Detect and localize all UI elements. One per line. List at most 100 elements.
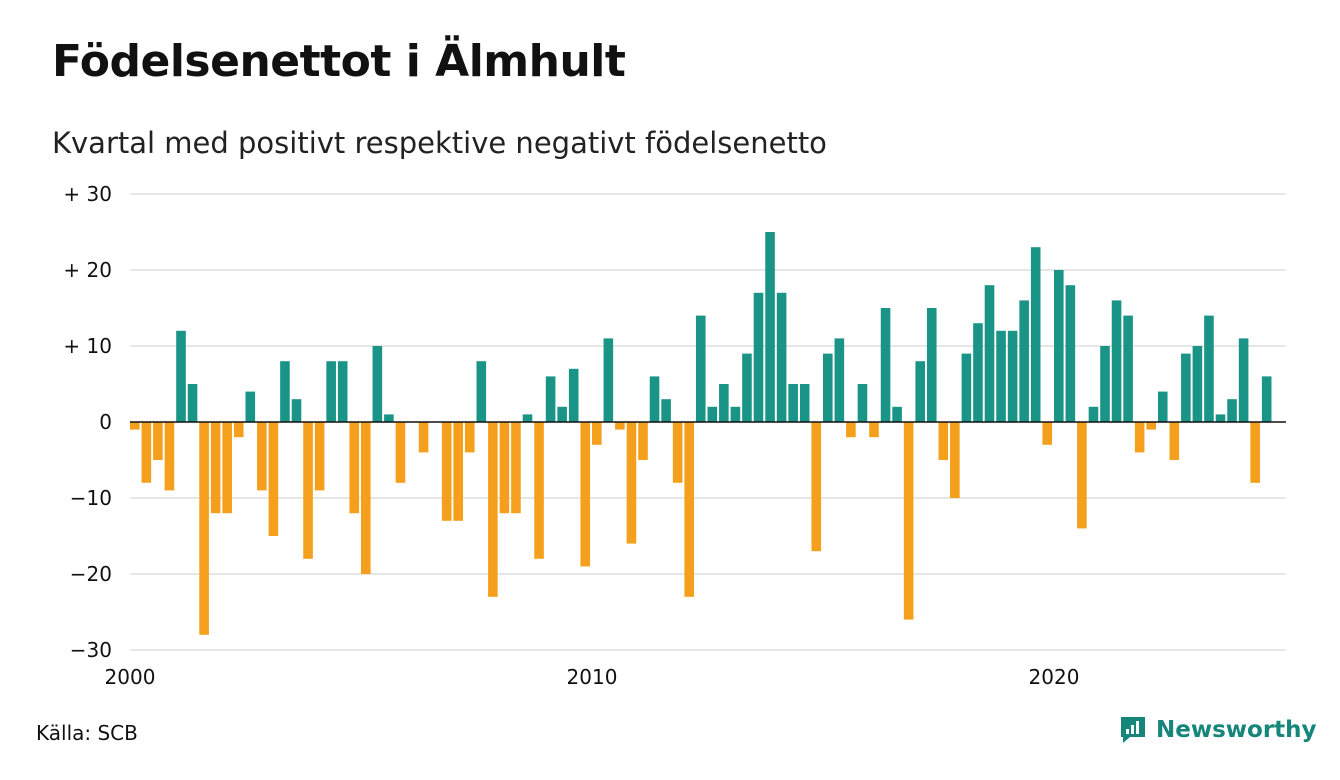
bar	[1007, 330, 1018, 422]
bar	[672, 422, 683, 483]
bar	[395, 422, 406, 483]
y-axis-labels: + 30 + 20 + 10 0 −10 −20 −30	[63, 182, 112, 662]
bar	[1169, 422, 1180, 460]
bar	[1065, 285, 1076, 422]
bar	[522, 414, 533, 422]
bar	[615, 422, 625, 430]
bar	[499, 422, 510, 514]
bar	[788, 384, 798, 422]
bar	[961, 353, 972, 422]
bar	[384, 414, 394, 422]
bar	[245, 391, 256, 422]
bar	[1157, 391, 1168, 422]
bar	[765, 232, 775, 422]
bar	[753, 292, 764, 422]
bar	[361, 422, 371, 574]
y-tick-label: 0	[99, 410, 112, 434]
source-note: Källa: SCB	[36, 721, 138, 745]
bar	[187, 384, 198, 422]
bar	[799, 384, 810, 422]
bar	[707, 406, 718, 422]
bar	[1030, 247, 1041, 422]
bar	[441, 422, 452, 521]
y-tick-label: + 20	[63, 258, 112, 282]
bar	[1181, 353, 1191, 422]
bar	[1134, 422, 1145, 453]
bar	[1238, 338, 1249, 422]
bar	[823, 353, 833, 422]
y-tick-label: −10	[70, 486, 112, 510]
bar	[568, 368, 579, 422]
bar	[130, 422, 140, 430]
bar	[684, 422, 694, 597]
bar	[1042, 422, 1053, 445]
y-tick-label: + 30	[63, 182, 112, 206]
bar	[926, 308, 937, 422]
bar	[1019, 300, 1029, 422]
bar	[892, 406, 902, 422]
bars	[130, 232, 1272, 635]
bar	[661, 399, 671, 422]
bar	[626, 422, 637, 544]
newsworthy-logo-icon	[1121, 717, 1145, 743]
bar	[880, 308, 891, 422]
bar	[580, 422, 591, 567]
bar	[557, 406, 567, 422]
x-axis-labels: 2000 2010 2020	[105, 665, 1080, 689]
bar	[742, 353, 752, 422]
bar	[1146, 422, 1156, 430]
bar	[973, 323, 983, 422]
bar	[1088, 406, 1099, 422]
bar	[1054, 270, 1064, 422]
chart-title: Födelsenettot i Älmhult	[52, 36, 626, 87]
bar	[984, 285, 995, 422]
bar	[903, 422, 914, 620]
bar	[418, 422, 429, 453]
brand-name: Newsworthy	[1156, 717, 1317, 743]
bar	[1261, 376, 1272, 422]
bar	[915, 361, 925, 422]
bar	[199, 422, 209, 635]
bar	[1123, 315, 1133, 422]
brand-logo: Newsworthy	[1118, 715, 1317, 745]
bar	[153, 422, 163, 460]
bar	[730, 406, 741, 422]
x-tick-label: 2000	[105, 665, 156, 689]
bar	[834, 338, 845, 422]
bar	[176, 330, 186, 422]
y-tick-label: −30	[70, 638, 112, 662]
bar	[638, 422, 648, 460]
y-tick-label: + 10	[63, 334, 112, 358]
bar	[488, 422, 498, 597]
bar	[141, 422, 152, 483]
bar	[257, 422, 267, 491]
bar	[950, 422, 960, 498]
bar	[233, 422, 244, 438]
bar	[464, 422, 475, 453]
bar	[545, 376, 556, 422]
bar	[326, 361, 336, 422]
bar	[337, 361, 348, 422]
bar	[164, 422, 175, 491]
bar	[695, 315, 706, 422]
bar	[314, 422, 325, 491]
bar	[857, 384, 868, 422]
bar	[1215, 414, 1226, 422]
bar	[534, 422, 544, 559]
bar	[372, 346, 383, 422]
bar	[592, 422, 602, 445]
x-tick-label: 2020	[1029, 665, 1080, 689]
bar	[938, 422, 949, 460]
bar	[268, 422, 279, 536]
bar	[869, 422, 879, 438]
bar	[303, 422, 313, 559]
bar	[776, 292, 787, 422]
bar	[1204, 315, 1214, 422]
bar	[476, 361, 487, 422]
bar	[1100, 346, 1110, 422]
bar	[511, 422, 521, 514]
bar	[603, 338, 614, 422]
chart-subtitle: Kvartal med positivt respektive negativt…	[52, 126, 827, 160]
bar	[222, 422, 232, 514]
bar	[649, 376, 660, 422]
